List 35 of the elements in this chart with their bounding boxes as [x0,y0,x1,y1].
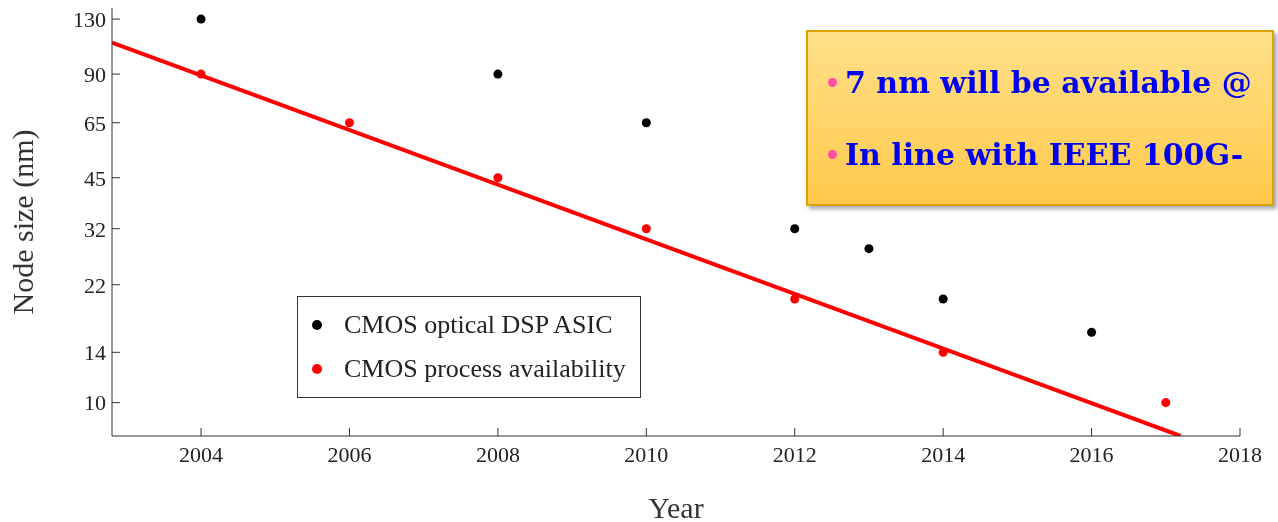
point [1161,398,1171,408]
y-tick-label: 130 [73,6,106,32]
y-tick-label: 32 [84,216,106,242]
point [864,244,874,254]
y-tick-label: 65 [84,110,106,136]
point [641,118,651,128]
y-tick-label: 45 [84,165,106,191]
x-tick-label: 2012 [772,441,817,467]
point [790,294,800,304]
point [790,224,800,234]
x-tick-label: 2008 [475,441,520,467]
y-tick-label: 14 [84,340,106,366]
annotation: 7 nm will be available @ [845,64,1252,100]
y-tick-label: 10 [84,390,106,416]
legend-label: CMOS optical DSP ASIC [344,310,613,340]
point [196,14,206,24]
x-axis-title: Year [648,491,704,522]
point [1087,327,1097,337]
legend-label: CMOS process availability [344,354,626,384]
x-tick-label: 2006 [327,441,372,467]
y-tick-label: 22 [84,272,106,298]
y-axis-title: Node size (nm) [5,129,40,315]
x-tick-label: 2016 [1069,441,1114,467]
point [344,118,354,128]
y-tick-label: 90 [84,61,106,87]
x-tick-label: 2004 [179,441,224,467]
x-tick-label: 2018 [1218,441,1262,467]
point [493,69,503,79]
point [196,69,206,79]
point [938,294,948,304]
point [641,224,651,234]
point [493,173,503,183]
x-tick-label: 2010 [624,441,669,467]
annotation: In line with IEEE 100G- [845,136,1244,172]
x-tick-label: 2014 [921,441,966,467]
